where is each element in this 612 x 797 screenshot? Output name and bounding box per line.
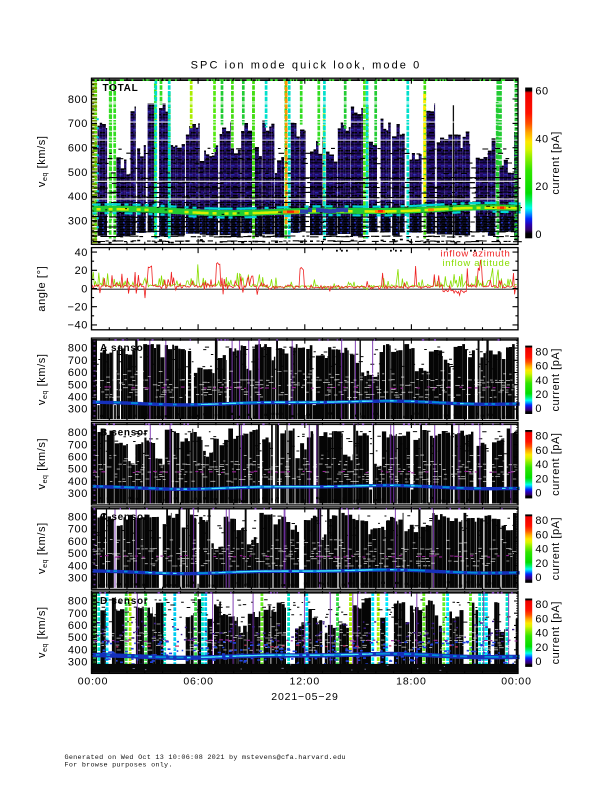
svg-text:20: 20 bbox=[535, 389, 548, 401]
svg-text:300: 300 bbox=[68, 657, 88, 669]
svg-text:40: 40 bbox=[535, 628, 548, 640]
svg-text:current [pA]: current [pA] bbox=[550, 432, 562, 495]
svg-text:0: 0 bbox=[81, 283, 88, 295]
svg-text:300: 300 bbox=[68, 488, 88, 500]
svg-text:500: 500 bbox=[68, 379, 88, 391]
svg-text:60: 60 bbox=[535, 529, 548, 541]
svg-text:inflow altitude: inflow altitude bbox=[442, 258, 510, 269]
svg-text:0: 0 bbox=[535, 656, 542, 668]
svg-text:40: 40 bbox=[535, 133, 548, 145]
svg-text:300: 300 bbox=[68, 573, 88, 585]
svg-text:700: 700 bbox=[68, 608, 88, 620]
svg-text:800: 800 bbox=[68, 596, 88, 608]
svg-text:80: 80 bbox=[535, 599, 548, 611]
svg-text:C sensor: C sensor bbox=[100, 512, 148, 523]
svg-text:40: 40 bbox=[535, 459, 548, 471]
svg-text:800: 800 bbox=[68, 427, 88, 439]
svg-text:800: 800 bbox=[68, 512, 88, 524]
svg-text:400: 400 bbox=[68, 476, 88, 488]
svg-text:300: 300 bbox=[68, 404, 88, 416]
svg-text:600: 600 bbox=[68, 143, 88, 155]
svg-text:600: 600 bbox=[68, 536, 88, 548]
svg-text:700: 700 bbox=[68, 524, 88, 536]
svg-text:600: 600 bbox=[68, 620, 88, 632]
svg-text:00:00: 00:00 bbox=[501, 676, 532, 688]
svg-text:400: 400 bbox=[68, 392, 88, 404]
svg-text:300: 300 bbox=[68, 216, 88, 228]
svg-text:0: 0 bbox=[535, 572, 542, 584]
svg-text:−40: −40 bbox=[68, 320, 88, 332]
svg-text:500: 500 bbox=[68, 464, 88, 476]
svg-text:0: 0 bbox=[535, 403, 542, 415]
svg-text:TOTAL: TOTAL bbox=[103, 83, 139, 94]
svg-text:2021−05−29: 2021−05−29 bbox=[271, 691, 338, 703]
svg-text:−20: −20 bbox=[68, 302, 88, 314]
svg-text:500: 500 bbox=[68, 548, 88, 560]
svg-text:400: 400 bbox=[68, 560, 88, 572]
svg-text:0: 0 bbox=[535, 488, 542, 500]
svg-text:80: 80 bbox=[535, 431, 548, 443]
svg-text:700: 700 bbox=[68, 118, 88, 130]
svg-text:700: 700 bbox=[68, 355, 88, 367]
svg-text:400: 400 bbox=[68, 191, 88, 203]
svg-text:800: 800 bbox=[68, 343, 88, 355]
svg-text:600: 600 bbox=[68, 452, 88, 464]
svg-text:500: 500 bbox=[68, 632, 88, 644]
svg-text:60: 60 bbox=[535, 445, 548, 457]
svg-text:60: 60 bbox=[535, 613, 548, 625]
svg-text:current [pA]: current [pA] bbox=[550, 517, 562, 580]
svg-text:SPC ion mode quick look, mode: SPC ion mode quick look, mode 0 bbox=[191, 60, 422, 72]
svg-text:18:00: 18:00 bbox=[396, 676, 427, 688]
svg-text:20: 20 bbox=[535, 558, 548, 570]
svg-text:400: 400 bbox=[68, 644, 88, 656]
svg-text:60: 60 bbox=[535, 86, 548, 98]
svg-text:20: 20 bbox=[535, 473, 548, 485]
svg-text:40: 40 bbox=[535, 544, 548, 556]
svg-text:06:00: 06:00 bbox=[183, 676, 214, 688]
svg-text:500: 500 bbox=[68, 167, 88, 179]
svg-text:800: 800 bbox=[68, 94, 88, 106]
svg-text:00:00: 00:00 bbox=[78, 676, 109, 688]
svg-text:angle [°]: angle [°] bbox=[36, 266, 48, 312]
svg-text:80: 80 bbox=[535, 515, 548, 527]
svg-text:current [pA]: current [pA] bbox=[550, 601, 562, 664]
svg-text:B sensor: B sensor bbox=[100, 428, 148, 439]
svg-text:For browse purposes only.: For browse purposes only. bbox=[65, 762, 173, 770]
svg-text:600: 600 bbox=[68, 367, 88, 379]
svg-text:20: 20 bbox=[535, 181, 548, 193]
svg-text:0: 0 bbox=[535, 229, 542, 241]
svg-text:40: 40 bbox=[75, 247, 88, 259]
svg-text:current [pA]: current [pA] bbox=[550, 131, 562, 194]
svg-text:80: 80 bbox=[535, 346, 548, 358]
svg-text:20: 20 bbox=[75, 265, 88, 277]
svg-text:Generated on Wed Oct 13 10:06:: Generated on Wed Oct 13 10:06:08 2021 by… bbox=[65, 754, 346, 762]
svg-text:12:00: 12:00 bbox=[290, 676, 321, 688]
svg-text:20: 20 bbox=[535, 642, 548, 654]
svg-text:D sensor: D sensor bbox=[100, 596, 148, 607]
svg-text:60: 60 bbox=[535, 361, 548, 373]
svg-text:current [pA]: current [pA] bbox=[550, 348, 562, 411]
svg-text:40: 40 bbox=[535, 375, 548, 387]
svg-text:A sensor: A sensor bbox=[100, 343, 148, 354]
svg-text:700: 700 bbox=[68, 439, 88, 451]
